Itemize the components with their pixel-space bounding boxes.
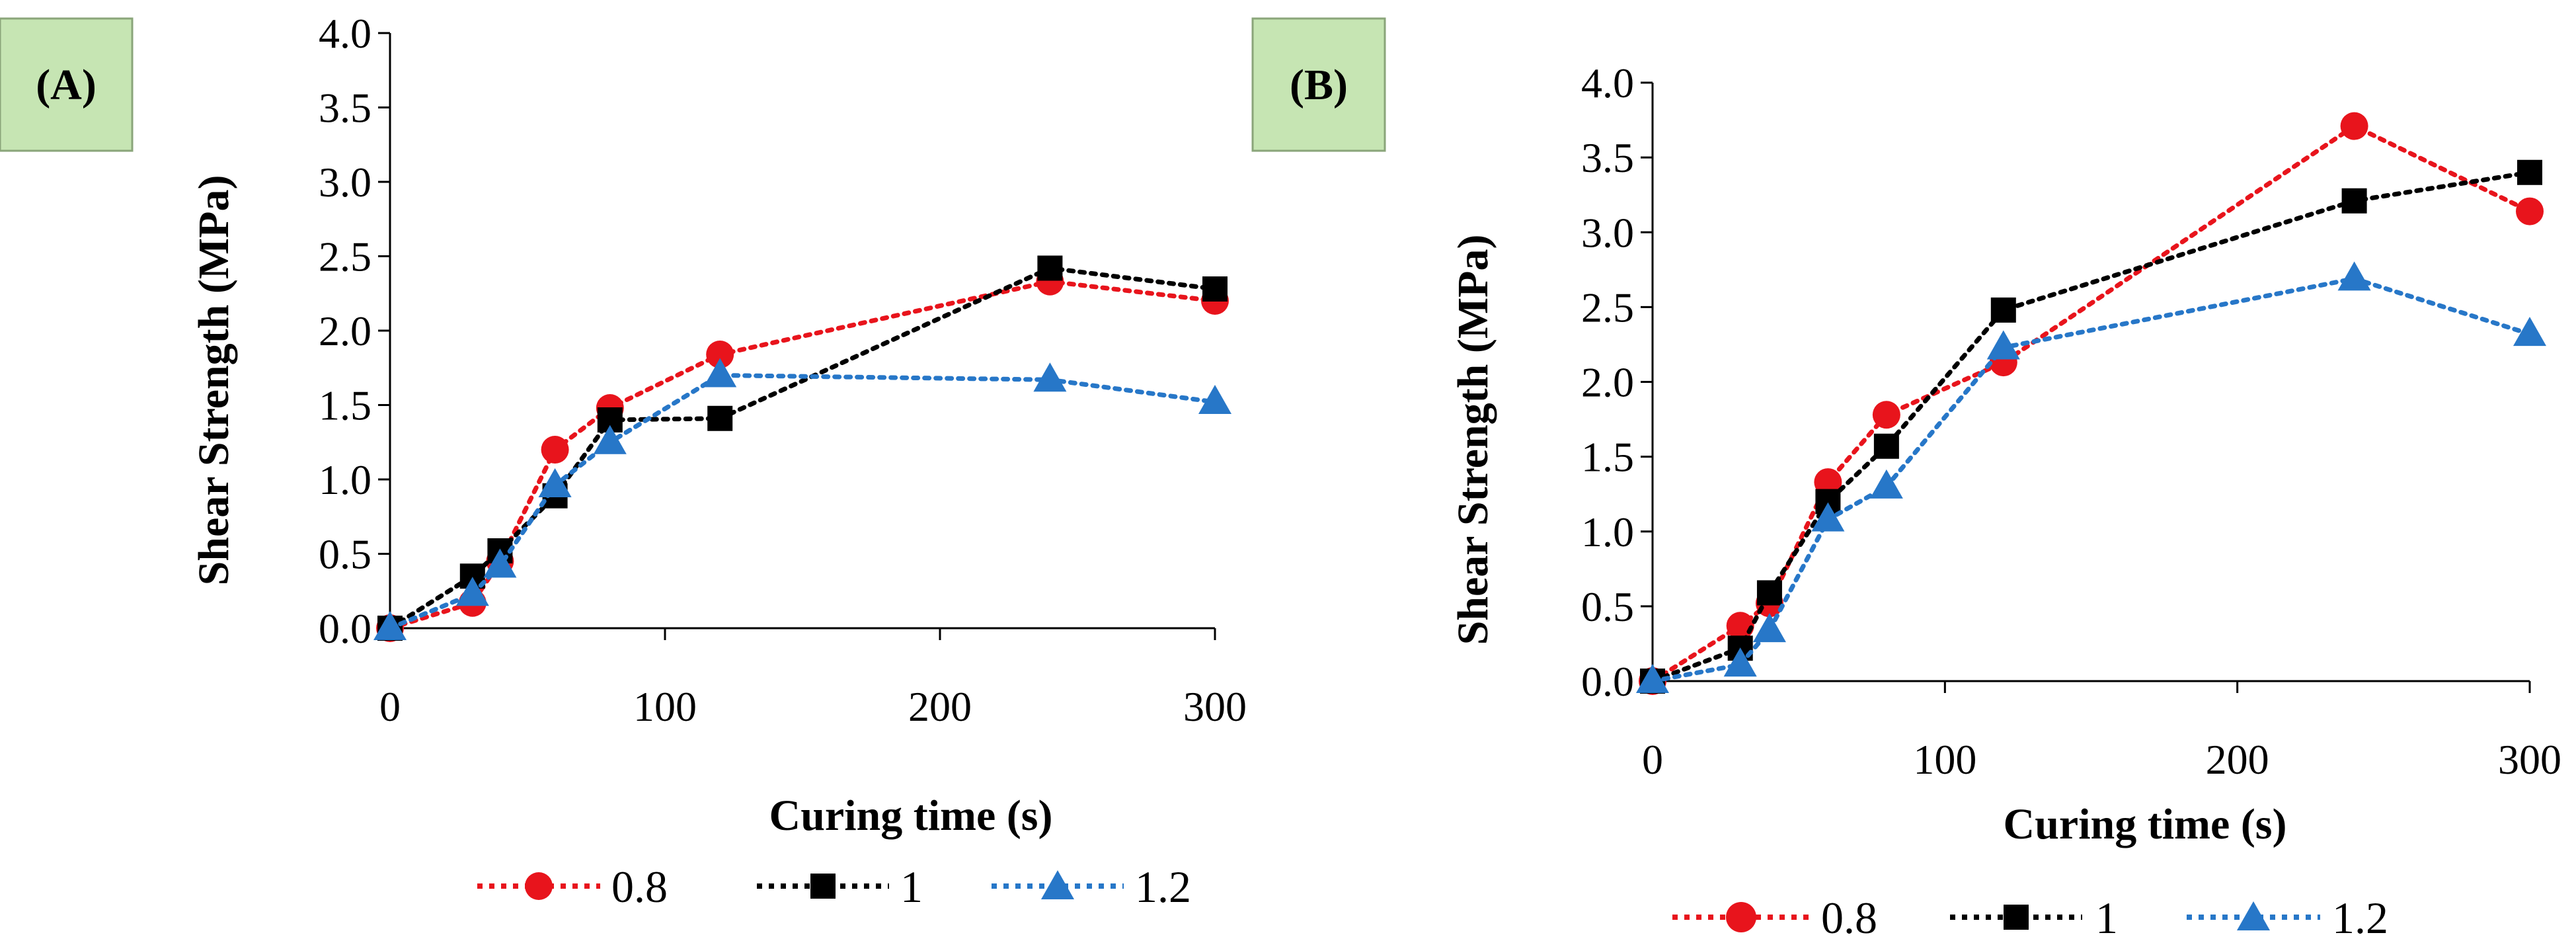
y-tick-label-b: 1.5 (1581, 434, 1634, 481)
data-point-1.2-b (1986, 330, 2020, 360)
y-tick-label-a: 1.5 (319, 382, 371, 429)
legend-a: 0.8 1 1.2 (477, 862, 1191, 912)
data-point-1.2-b (2337, 261, 2371, 291)
y-tick-label-a: 0.0 (319, 605, 371, 652)
data-point-0.8-a (541, 436, 569, 464)
x-tick-label-b: 0 (1642, 736, 1663, 783)
data-point-1.2-b (1636, 664, 1669, 693)
data-point-1.2-a (538, 468, 572, 497)
data-point-1.2-a (455, 577, 489, 606)
y-tick-label-a: 0.5 (319, 531, 371, 578)
y-tick-label-b: 2.0 (1581, 359, 1634, 406)
legend-marker-1.2-a (1041, 870, 1074, 899)
legend-label-0.8-b: 0.8 (1821, 893, 1877, 939)
y-tick-label-a: 2.5 (319, 233, 371, 280)
data-point-1-b (1873, 433, 1899, 459)
y-tick-label-b: 4.0 (1581, 60, 1634, 106)
x-tick-label-b: 100 (1913, 736, 1976, 783)
data-point-1.2-a (1198, 385, 1231, 414)
x-tick-label-b: 300 (2498, 736, 2561, 783)
data-point-0.8-a (706, 341, 734, 368)
data-point-1.2-b (1869, 469, 1903, 499)
y-tick-label-b: 0.0 (1581, 658, 1634, 705)
series-line-1.2-b (1650, 276, 2532, 684)
y-tick-label-b: 2.5 (1581, 284, 1634, 331)
legend-label-1.2-a: 1.2 (1135, 862, 1191, 912)
panel-label-a: (A) (36, 61, 97, 109)
y-axis-title-a: Shear Strength (MPa) (190, 175, 238, 586)
y-tick-label-a: 1.0 (319, 456, 371, 503)
data-point-1-a (707, 405, 733, 431)
data-point-1.2-a (703, 358, 737, 388)
y-tick-label-b: 1.0 (1581, 509, 1634, 555)
data-point-1.2-b (1811, 502, 1845, 532)
legend-label-1.2-b: 1.2 (2332, 893, 2388, 939)
data-point-0.8-b (2340, 112, 2368, 140)
x-tick-label-a: 200 (908, 683, 972, 730)
data-point-1-b (1756, 580, 1782, 606)
data-point-1-a (1037, 255, 1063, 281)
x-tick-label-a: 0 (379, 683, 401, 730)
data-point-0.8-b (1872, 401, 1900, 429)
y-tick-label-b: 0.5 (1581, 583, 1634, 630)
x-axis-title-b: Curing time (s) (2004, 800, 2287, 848)
data-point-1.2-b (1752, 613, 1786, 643)
chart-b: (B) Shear Strength (MPa) Curing time (s)… (1251, 17, 2561, 939)
data-point-1-a (1202, 276, 1228, 302)
legend-marker-1.2-b (2237, 901, 2270, 930)
y-tick-label-a: 3.0 (319, 159, 371, 206)
legend-label-1-a: 1 (900, 862, 923, 912)
data-point-1-b (1990, 297, 2016, 323)
x-tick-label-b: 200 (2206, 736, 2269, 783)
series-line-1.2-a (387, 372, 1218, 631)
data-point-1.2-b (2513, 317, 2546, 347)
y-axis-title-b: Shear Strength (MPa) (1449, 235, 1497, 645)
legend-b: 0.8 1 1.2 (1672, 893, 2388, 939)
panel-label-box-a (0, 17, 134, 152)
chart-a: (A) Shear Strength (MPa) Curing time (s)… (0, 10, 1247, 912)
data-point-1.2-a (373, 611, 407, 640)
x-axis-title-a: Curing time (s) (769, 792, 1053, 840)
y-tick-label-b: 3.5 (1581, 134, 1634, 181)
data-point-0.8-b (2516, 197, 2544, 225)
legend-marker-0.8-b (1726, 902, 1756, 932)
legend-marker-0.8-a (525, 872, 553, 900)
legend-label-0.8-a: 0.8 (611, 862, 668, 912)
legend-marker-1-a (810, 874, 836, 899)
legend-label-1-b: 1 (2095, 893, 2118, 939)
series-line-0.8-b (1650, 123, 2532, 684)
y-tick-label-a: 4.0 (319, 10, 371, 57)
legend-marker-1-b (2004, 905, 2029, 930)
y-tick-label-a: 2.0 (319, 307, 371, 354)
y-tick-label-b: 3.0 (1581, 209, 1634, 256)
data-point-1-b (2517, 159, 2542, 185)
data-point-1-b (2341, 188, 2367, 214)
panel-label-b: (B) (1290, 61, 1348, 109)
y-tick-label-a: 3.5 (319, 85, 371, 132)
data-point-1.2-a (1033, 362, 1067, 392)
x-tick-label-a: 300 (1183, 683, 1247, 730)
data-point-1.2-a (483, 548, 517, 578)
data-point-1.2-a (593, 425, 627, 454)
x-tick-label-a: 100 (633, 683, 697, 730)
panel-label-box-b (1251, 17, 1386, 152)
data-point-1.2-b (1723, 647, 1757, 677)
